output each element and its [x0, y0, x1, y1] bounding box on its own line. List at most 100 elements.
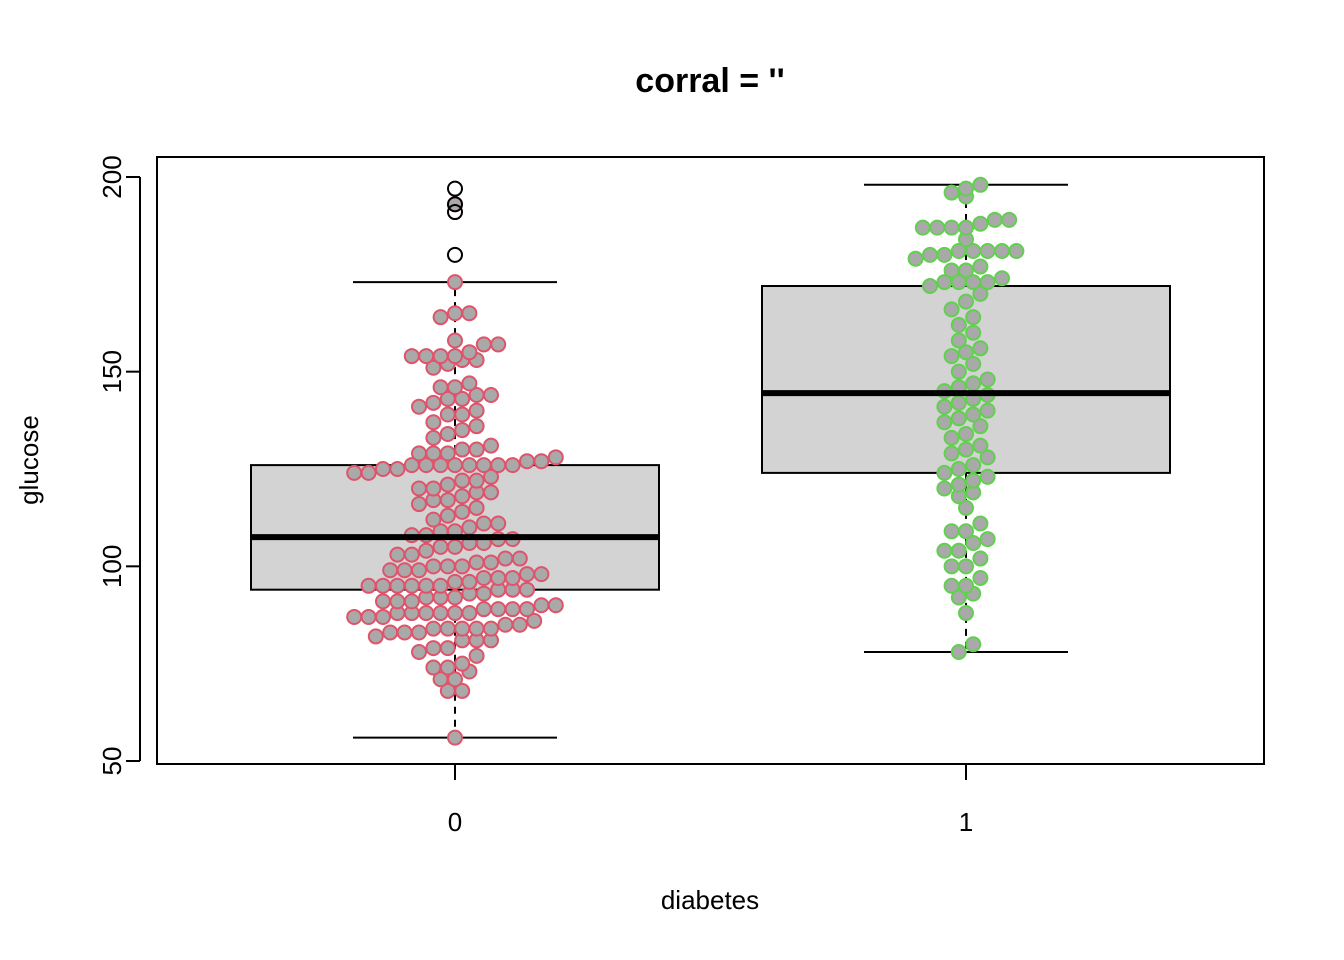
data-point [958, 499, 974, 516]
data-point [936, 414, 953, 431]
data-point [403, 577, 420, 594]
data-point [950, 461, 967, 477]
data-point [375, 608, 391, 625]
data-point [432, 379, 449, 396]
data-point [972, 215, 989, 232]
data-point [922, 246, 938, 263]
data-point [490, 457, 507, 474]
data-point [922, 278, 938, 295]
data-point [504, 457, 521, 474]
data-point [958, 577, 974, 594]
data-point [454, 488, 471, 505]
chart-title: corral = '' [635, 62, 784, 100]
data-point [972, 258, 989, 275]
data-point [468, 499, 485, 516]
data-point [965, 457, 982, 474]
data-point [965, 472, 982, 489]
data-point [454, 390, 471, 407]
data-point [425, 620, 442, 637]
data-point [950, 476, 967, 493]
data-point [468, 441, 485, 458]
data-point [943, 301, 960, 318]
data-point [439, 425, 456, 442]
data-point [411, 480, 427, 497]
data-point [375, 593, 391, 610]
data-point [468, 472, 485, 489]
y-axis-label: glucose [14, 415, 44, 505]
data-point [396, 624, 413, 641]
data-point [483, 468, 499, 485]
data-point [475, 570, 492, 587]
data-point [475, 457, 492, 474]
data-point [907, 250, 924, 267]
data-point [425, 394, 442, 411]
data-point [950, 542, 967, 559]
data-point [965, 324, 982, 341]
data-point [439, 445, 456, 462]
data-point [454, 406, 471, 423]
data-point [965, 534, 982, 551]
data-point [972, 176, 989, 193]
data-point [447, 605, 463, 622]
data-point [914, 219, 931, 236]
data-point [375, 461, 391, 477]
group-0 [250, 180, 660, 746]
data-point [411, 643, 427, 660]
data-point [454, 558, 471, 575]
data-point [483, 484, 499, 501]
data-point [936, 398, 953, 415]
data-point [950, 394, 967, 411]
data-point [439, 558, 456, 575]
data-point [447, 729, 463, 746]
data-point [490, 515, 507, 532]
y-tick-label: 150 [97, 350, 127, 393]
data-point [447, 589, 463, 606]
data-point [411, 624, 427, 641]
data-point [943, 558, 960, 575]
data-point [403, 348, 420, 365]
data-point [979, 402, 996, 419]
data-point [979, 531, 996, 548]
data-point [418, 577, 435, 594]
data-point [447, 305, 463, 322]
data-point [972, 285, 989, 302]
data-point [958, 293, 974, 310]
data-point [504, 570, 521, 587]
data-point [454, 422, 471, 439]
data-point [439, 406, 456, 423]
data-point [447, 274, 463, 291]
data-point [943, 184, 960, 201]
data-point [519, 581, 535, 598]
data-point [533, 453, 550, 470]
data-point [468, 647, 485, 664]
data-point [346, 464, 363, 481]
data-point [418, 348, 435, 365]
data-point [447, 348, 463, 365]
data-point [367, 628, 384, 645]
data-point [950, 589, 967, 606]
data-point [936, 246, 953, 263]
data-point [468, 554, 485, 571]
plot-frame [156, 156, 1265, 765]
data-point [497, 550, 514, 567]
data-point [979, 449, 996, 466]
data-point [432, 538, 449, 555]
data-point [461, 344, 478, 361]
data-point [411, 398, 427, 415]
data-point [418, 542, 435, 559]
data-point [519, 566, 535, 583]
data-point [533, 566, 550, 583]
data-point [511, 550, 528, 567]
data-point [972, 340, 989, 357]
data-point [454, 472, 471, 489]
data-point [389, 546, 406, 563]
data-point [439, 476, 456, 493]
outlier-point [447, 204, 463, 221]
data-point [511, 616, 528, 633]
data-point [454, 655, 471, 672]
data-point [439, 620, 456, 637]
data-point [432, 605, 449, 622]
data-point [461, 573, 478, 590]
data-point [447, 671, 463, 688]
data-point [958, 558, 974, 575]
